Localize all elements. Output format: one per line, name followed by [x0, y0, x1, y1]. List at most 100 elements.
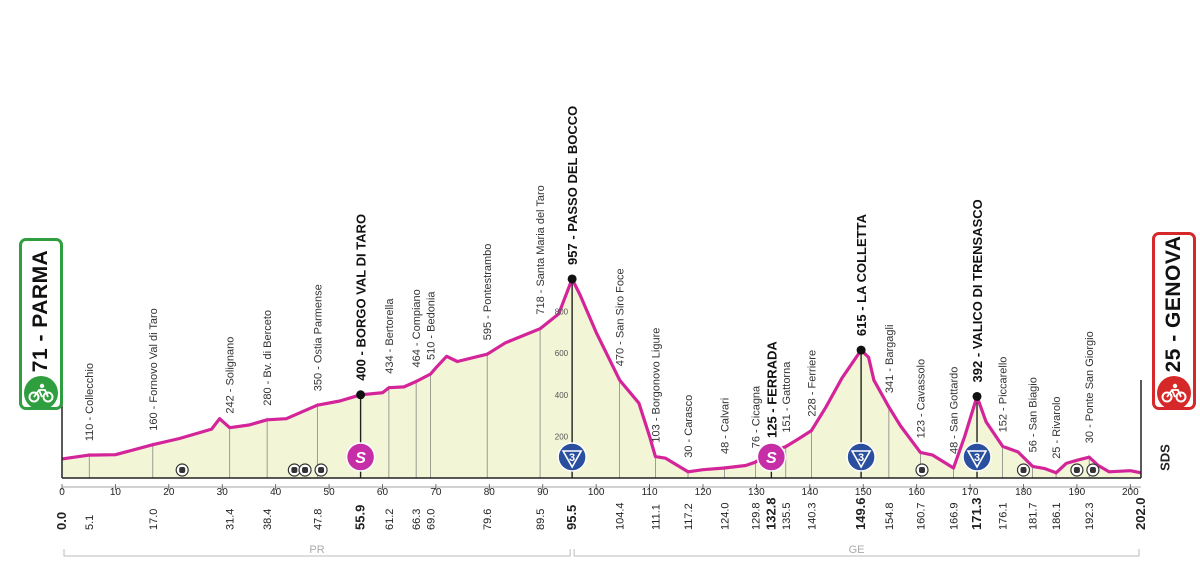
sprint-icon [345, 442, 376, 472]
summit-dot [972, 391, 982, 401]
place-label: 48 - San Gottardo [949, 367, 961, 454]
km-label: 79.6 [482, 509, 494, 530]
gpm-icon [557, 442, 587, 472]
summit-dot [567, 274, 577, 284]
km-label: 117.2 [683, 503, 695, 530]
x-tick-label: 0 [59, 487, 65, 498]
y-tick-label: 800 [555, 308, 569, 317]
place-label: 464 - Compiano [411, 289, 423, 367]
tunnel-icon-inner [1020, 467, 1027, 473]
place-label: 510 - Bedonia [426, 291, 438, 360]
region-bracket [573, 549, 1140, 557]
x-tick-label: 90 [537, 487, 549, 498]
gpm-icon-triangle [966, 450, 988, 469]
km-label: 124.0 [719, 502, 731, 530]
x-tick-label: 140 [801, 487, 818, 498]
km-label: 47.8 [312, 509, 324, 530]
place-label: 25 - Rivarolo [1051, 396, 1063, 458]
km-label: 140.3 [806, 502, 818, 530]
x-tick-label: 130 [748, 487, 765, 498]
place-label: 434 - Bertorella [384, 298, 396, 374]
x-tick-label: 100 [588, 487, 605, 498]
km-label: 61.2 [384, 509, 396, 530]
km-label: 171.3 [969, 497, 984, 530]
x-tick-label: 10 [110, 487, 122, 498]
km-label: 154.8 [884, 502, 896, 530]
x-tick-label: 120 [695, 487, 712, 498]
place-label: 76 - Cicagna [750, 385, 762, 448]
place-label: 56 - San Biagio [1028, 377, 1040, 452]
region-label: GE [849, 544, 865, 556]
place-label: 30 - Ponte San Giorgio [1084, 331, 1096, 443]
place-label: 470 - San Siro Foce [615, 268, 627, 366]
region-bracket [63, 549, 571, 557]
place-label: 160 - Fornovo Val di Taro [148, 308, 160, 431]
x-tick-label: 70 [430, 487, 442, 498]
x-tick-label: 170 [962, 487, 979, 498]
km-label: 17.0 [148, 509, 160, 530]
summit-dot [856, 345, 866, 355]
summit-label: 957 - PASSO DEL BOCCO [565, 106, 580, 265]
place-label: 152 - Piccarello [998, 357, 1010, 433]
km-label: 192.3 [1084, 502, 1096, 530]
km-label: 66.3 [411, 509, 423, 530]
summit-label: 615 - LA COLLETTA [854, 213, 869, 336]
place-label: 341 - Bargagli [884, 325, 896, 394]
x-tick-label: 180 [1015, 487, 1032, 498]
place-label: 228 - Ferriere [806, 350, 818, 417]
km-label: 69.0 [426, 509, 438, 530]
km-label: 95.5 [564, 505, 579, 530]
gpm-icon [846, 442, 876, 472]
place-label: 595 - Pontestrambo [482, 244, 494, 341]
x-tick-label: 110 [642, 487, 658, 498]
x-tick-label: 80 [484, 487, 496, 498]
x-tick-label: 30 [217, 487, 229, 498]
km-label: 38.4 [262, 509, 274, 530]
brand-mark: SDS [1157, 444, 1173, 471]
tunnel-icon-inner [1089, 467, 1096, 473]
km-label: 186.1 [1051, 502, 1063, 530]
finish-label: 25 - GENOVA [1162, 235, 1185, 373]
place-label: 718 - Santa Maria del Taro [535, 185, 547, 314]
y-tick-label: 200 [555, 432, 569, 441]
place-label: 48 - Calvari [719, 398, 731, 454]
gpm-icon-triangle [850, 450, 872, 469]
sprint-icon-letter: S [766, 450, 777, 467]
finish-icon [1157, 376, 1191, 410]
gpm-category: 3 [858, 452, 864, 464]
km-label: 181.7 [1028, 502, 1040, 530]
tunnel-icon-inner [318, 467, 325, 473]
km-label: 132.8 [763, 497, 778, 530]
tunnel-icon-inner [1073, 467, 1080, 473]
y-tick-label: 600 [555, 349, 569, 358]
km-label: 160.7 [915, 502, 927, 530]
summit-label: 392 - VALICO DI TRENSASCO [970, 199, 985, 382]
tunnel-icon-inner [291, 467, 298, 473]
place-label: 242 - Solignano [225, 337, 237, 414]
summit-label: 125 - FERRADA [764, 341, 779, 438]
sprint-icon [756, 442, 787, 472]
profile-line [61, 277, 1142, 475]
gpm-category: 3 [569, 452, 575, 464]
summit-dot [356, 390, 366, 400]
km-label: 149.6 [853, 497, 868, 530]
x-tick-label: 150 [855, 487, 872, 498]
km-label: 135.5 [781, 502, 793, 530]
tunnel-icon-inner [179, 467, 186, 473]
tunnel-icon-inner [302, 467, 309, 473]
profile-area [62, 278, 1141, 478]
place-label: 123 - Cavassolo [915, 359, 927, 439]
x-tick-label: 160 [908, 487, 925, 498]
gpm-icon-triangle [561, 450, 583, 469]
gpm-icon [962, 442, 992, 472]
place-label: 30 - Carasco [683, 395, 695, 458]
km-label: 104.4 [615, 502, 627, 530]
y-tick-label: 400 [555, 391, 569, 400]
km-label: 0.0 [54, 512, 69, 530]
km-label: 202.0 [1133, 497, 1148, 530]
km-label: 111.1 [650, 504, 662, 530]
gpm-category: 3 [974, 452, 980, 464]
place-label: 103 - Borgonovo Ligure [650, 328, 662, 443]
tunnel-icon-inner [918, 467, 925, 473]
